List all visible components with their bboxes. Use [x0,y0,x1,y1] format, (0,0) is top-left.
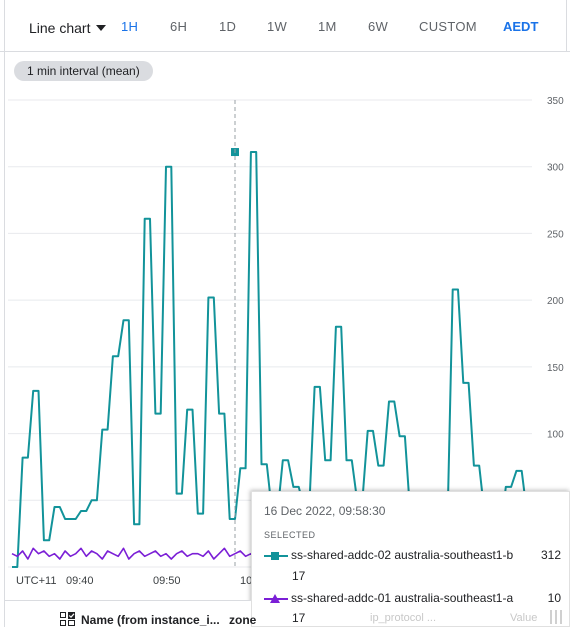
timezone-button[interactable]: AEDT [503,19,539,34]
tooltip-row[interactable]: ss-shared-addc-01 australia-southeast1-a… [252,591,570,607]
range-1h-button[interactable]: 1H [121,19,139,34]
range-1d-button[interactable]: 1D [219,19,237,34]
y-tick-label: 250 [547,229,564,240]
column-header-zone[interactable]: zone [229,613,257,627]
range-6h-button[interactable]: 6H [170,19,188,34]
x-tick-label: UTC+11 [16,575,56,587]
tooltip-row[interactable]: ss-shared-addc-02 australia-southeast1-b… [252,548,570,564]
column-header-name[interactable]: Name (from instance_i... [81,613,220,627]
chart-toolbar: Line chart 1H 6H 1D 1W 1M 6W CUSTOM AEDT [0,0,570,52]
tooltip-series-sub: 17 [292,569,306,583]
hover-tooltip: 16 Dec 2022, 09:58:30 SELECTED ss-shared… [251,491,570,627]
x-tick-label: 09:50 [153,575,181,587]
tooltip-series-name: ss-shared-addc-01 australia-southeast1-a [291,591,514,605]
tooltip-series-sub: 17 [292,611,306,625]
columns-icon [550,610,562,624]
y-tick-label: 350 [547,96,564,107]
tooltip-series-value: 312 [540,548,561,562]
chart-type-dropdown[interactable]: Line chart [29,20,107,36]
toolbar-divider [4,0,5,52]
tooltip-selected-heading: SELECTED [264,530,316,540]
tooltip-series-name: ss-shared-addc-02 australia-southeast1-b [291,548,514,562]
column-header-ip-protocol: ip_protocol ... [370,612,437,624]
x-tick-label: 09:40 [66,575,94,587]
y-tick-label: 100 [547,430,564,441]
tooltip-timestamp: 16 Dec 2022, 09:58:30 [264,504,386,518]
caret-down-icon [96,25,107,31]
range-1w-button[interactable]: 1W [267,19,288,34]
panel-border [4,52,5,627]
purple-triangle-legend-icon [264,594,288,603]
tooltip-series-value: 10 [547,591,561,605]
range-custom-button[interactable]: CUSTOM [419,19,477,34]
y-tick-label: 200 [547,296,564,307]
teal-square-legend-icon [264,552,288,560]
y-tick-label: 150 [547,363,564,374]
range-1m-button[interactable]: 1M [318,19,337,34]
table-header: Name (from instance_i... zone [5,600,256,627]
column-header-value: Value [510,612,538,624]
column-select-icon[interactable] [60,612,75,626]
interval-chip[interactable]: 1 min interval (mean) [14,61,153,81]
range-6w-button[interactable]: 6W [368,19,389,34]
toolbar-divider-right [566,0,567,52]
y-tick-label: 300 [547,163,564,174]
chart-type-label: Line chart [29,20,91,36]
